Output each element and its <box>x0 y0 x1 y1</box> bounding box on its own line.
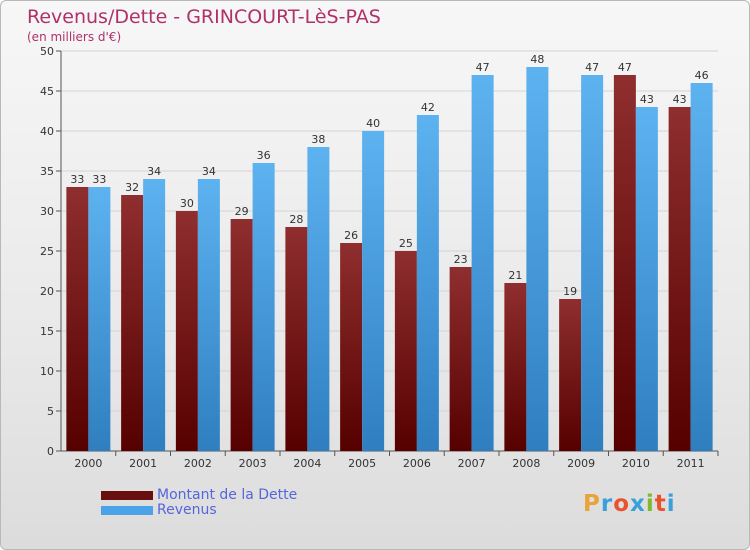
legend-label-dette: Montant de la Dette <box>157 487 298 503</box>
bar-dette <box>449 267 472 451</box>
data-label-revenus: 47 <box>585 61 599 74</box>
bar-dette <box>668 107 691 451</box>
bar-revenus <box>526 67 549 451</box>
data-label-dette: 32 <box>125 181 139 194</box>
bar-dette <box>559 299 582 451</box>
x-tick-label: 2005 <box>348 457 376 470</box>
data-label-revenus: 33 <box>92 173 106 186</box>
bar-dette <box>285 227 308 451</box>
legend-swatch-dette <box>101 490 153 500</box>
y-tick-label: 15 <box>40 325 54 338</box>
data-label-dette: 33 <box>70 173 84 186</box>
x-tick-label: 2009 <box>567 457 595 470</box>
x-tick-label: 2002 <box>184 457 212 470</box>
data-label-revenus: 43 <box>640 93 654 106</box>
data-label-revenus: 36 <box>257 149 271 162</box>
bar-revenus <box>252 163 275 451</box>
bar-dette <box>613 75 636 451</box>
chart-title: Revenus/Dette - GRINCOURT-LèS-PAS <box>27 6 381 28</box>
legend-item-revenus: Revenus <box>101 502 217 518</box>
y-tick-label: 0 <box>47 445 54 458</box>
y-tick-label: 10 <box>40 365 54 378</box>
x-tick-label: 2003 <box>239 457 267 470</box>
logo-letter: r <box>600 491 614 517</box>
data-label-dette: 19 <box>563 285 577 298</box>
x-tick-label: 2007 <box>458 457 486 470</box>
data-label-dette: 29 <box>235 205 249 218</box>
bar-revenus <box>416 115 439 451</box>
y-tick-label: 50 <box>40 45 54 58</box>
proxiti-logo: Proxiti <box>583 491 676 517</box>
data-label-revenus: 48 <box>530 53 544 66</box>
y-tick-label: 40 <box>40 125 54 138</box>
data-label-revenus: 47 <box>476 61 490 74</box>
data-label-revenus: 38 <box>311 133 325 146</box>
logo-letter: P <box>583 491 601 517</box>
bar-dette <box>66 187 89 451</box>
data-label-dette: 47 <box>618 61 632 74</box>
x-tick-label: 2004 <box>293 457 321 470</box>
bar-revenus <box>362 131 385 451</box>
data-label-revenus: 40 <box>366 117 380 130</box>
data-label-revenus: 34 <box>202 165 216 178</box>
data-label-dette: 23 <box>454 253 468 266</box>
x-tick-label: 2011 <box>677 457 705 470</box>
y-tick-label: 35 <box>40 165 54 178</box>
data-label-revenus: 34 <box>147 165 161 178</box>
bar-revenus <box>307 147 330 451</box>
logo-letter: o <box>613 491 631 517</box>
bar-revenus <box>88 187 111 451</box>
x-tick-label: 2000 <box>74 457 102 470</box>
legend-item-dette: Montant de la Dette <box>101 487 297 503</box>
x-tick-label: 2010 <box>622 457 650 470</box>
data-label-dette: 26 <box>344 229 358 242</box>
bar-revenus <box>635 107 658 451</box>
bar-dette <box>394 251 417 451</box>
x-tick-label: 2008 <box>512 457 540 470</box>
data-label-dette: 43 <box>673 93 687 106</box>
bar-revenus <box>197 179 220 451</box>
data-label-dette: 21 <box>508 269 522 282</box>
y-tick-label: 20 <box>40 285 54 298</box>
data-label-revenus: 42 <box>421 101 435 114</box>
y-tick-label: 45 <box>40 85 54 98</box>
logo-letter: t <box>654 491 667 517</box>
chart-subtitle: (en milliers d'€) <box>27 30 122 44</box>
bar-revenus <box>581 75 604 451</box>
x-tick-label: 2001 <box>129 457 157 470</box>
bar-dette <box>504 283 527 451</box>
bar-dette <box>340 243 363 451</box>
y-tick-label: 30 <box>40 205 54 218</box>
legend-swatch-revenus <box>101 505 153 515</box>
bar-revenus <box>143 179 166 451</box>
logo-letter: i <box>666 491 676 517</box>
logo-letter: i <box>645 491 655 517</box>
bar-revenus <box>690 83 713 451</box>
y-tick-label: 5 <box>47 405 54 418</box>
data-label-dette: 28 <box>289 213 303 226</box>
bar-revenus <box>471 75 494 451</box>
bar-dette <box>230 219 253 451</box>
bar-dette <box>121 195 144 451</box>
data-label-revenus: 46 <box>695 69 709 82</box>
data-label-dette: 30 <box>180 197 194 210</box>
logo-letter: x <box>630 491 646 517</box>
data-label-dette: 25 <box>399 237 413 250</box>
y-tick-label: 25 <box>40 245 54 258</box>
legend-label-revenus: Revenus <box>157 502 217 518</box>
x-tick-label: 2006 <box>403 457 431 470</box>
bar-dette <box>175 211 198 451</box>
